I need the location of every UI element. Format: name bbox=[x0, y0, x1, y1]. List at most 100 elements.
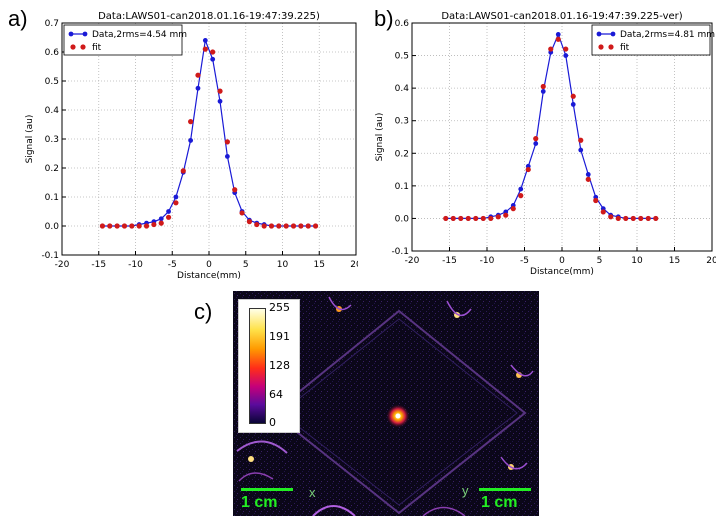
chart-b-legend-fit-label: fit bbox=[620, 43, 630, 53]
chart-b-fit-point bbox=[653, 215, 659, 222]
chart-a-y-tick-label: 0.6 bbox=[45, 48, 60, 58]
chart-a-data-point bbox=[210, 56, 216, 62]
chart-a-fit-point bbox=[107, 223, 113, 229]
scale-label-right: 1 cm bbox=[481, 494, 518, 511]
chart-a-fit-point bbox=[188, 119, 194, 125]
chart-a-fit-point bbox=[224, 139, 230, 145]
chart-b-y-tick-label: 0.6 bbox=[395, 19, 410, 29]
chart-a-x-tick-label: -10 bbox=[128, 260, 143, 270]
chart-b-y-tick-label: 0.5 bbox=[395, 52, 409, 62]
colorbar-tick-191: 191 bbox=[269, 330, 290, 343]
chart-b: -20 -15 -10 -5 0 5 10 15 20 -0.1 0.0 0.1 0.2 0.3 0.4 0.… bbox=[375, 11, 716, 277]
chart-b-legend-data-marker bbox=[596, 31, 602, 37]
chart-a-fit-point bbox=[290, 223, 297, 229]
chart-a-x-tick-label: 10 bbox=[277, 260, 289, 270]
chart-a-x-tick-label: -20 bbox=[55, 260, 70, 270]
chart-a-fit-point bbox=[136, 223, 142, 229]
chart-a-fit-point bbox=[305, 223, 311, 229]
chart-b-fit-point bbox=[540, 83, 546, 90]
chart-b-fit-point bbox=[488, 215, 494, 222]
chart-a-fit-point bbox=[99, 223, 106, 229]
chart-b-x-tick-label: -5 bbox=[520, 256, 529, 266]
chart-b-title: Data:LAWS01-can2018.01.16-19:47:39.225-v… bbox=[441, 11, 682, 22]
panel-label-b: b) bbox=[374, 6, 394, 31]
chart-b-x-tick-label: 0 bbox=[559, 256, 565, 266]
chart-a-fit-point bbox=[246, 219, 253, 225]
chart-b-fit-point bbox=[465, 215, 471, 222]
chart-b-fit-point bbox=[578, 137, 584, 143]
diamond-frame bbox=[271, 309, 527, 515]
chart-a-legend-box bbox=[63, 24, 183, 56]
chart-b-fit-point bbox=[563, 46, 569, 52]
chart-a-y-tick-label: 0.7 bbox=[45, 19, 59, 29]
chart-b-fit-point bbox=[458, 215, 464, 222]
chart-a-fit-point bbox=[202, 46, 208, 52]
chart-b-fit-point bbox=[548, 46, 554, 52]
chart-b-fit-point bbox=[473, 215, 479, 222]
chart-b-y-axis-label: Signal (au) bbox=[375, 113, 385, 162]
chart-a-x-tick-label: 5 bbox=[243, 260, 249, 270]
chart-a-fit-point bbox=[261, 223, 267, 229]
chart-a-x-tick-label: -5 bbox=[168, 260, 177, 270]
chart-b-fit-point bbox=[630, 215, 636, 222]
chart-a-y-tick-label: 0.1 bbox=[45, 193, 59, 203]
chart-b-legend-data-marker bbox=[610, 31, 616, 37]
colorbar-tick-128: 128 bbox=[269, 359, 290, 372]
chart-b-fit-point bbox=[533, 136, 539, 142]
chart-a-legend-fit-marker bbox=[80, 44, 86, 50]
chart-a-x-tick-label: 15 bbox=[314, 260, 325, 270]
chart-a-legend-data-label: Data,2rms=4.54 mm bbox=[92, 30, 187, 40]
chart-b-fit-point bbox=[495, 214, 501, 220]
chart-a-y-tick-label: -0.1 bbox=[41, 251, 59, 261]
chart-b-fit-point bbox=[510, 206, 516, 212]
chart-a-fit-point bbox=[121, 223, 128, 229]
colorbar-tick-64: 64 bbox=[269, 388, 283, 401]
chart-a-x-tick-label: 0 bbox=[206, 260, 212, 270]
chart-b-data-point bbox=[578, 147, 584, 153]
chart-a-data-point bbox=[173, 194, 179, 200]
chart-b-fit-point bbox=[645, 215, 651, 222]
chart-b-x-tick-label: -10 bbox=[480, 256, 495, 266]
chart-a-data-point bbox=[158, 216, 164, 222]
chart-b-fit-point bbox=[450, 215, 456, 222]
chart-a-fit-point bbox=[151, 221, 157, 228]
chart-b-data-point bbox=[540, 89, 546, 94]
scale-label-left: 1 cm bbox=[241, 494, 278, 511]
chart-a-legend-data-marker bbox=[68, 31, 74, 37]
chart-b-data-point bbox=[555, 32, 561, 37]
chart-b-fit-point bbox=[600, 209, 606, 215]
chart-a-y-tick-label: 0.3 bbox=[45, 135, 59, 145]
chart-b-fit-point bbox=[585, 176, 591, 182]
beam-image: 255 191 128 64 0 1 cm x y 1 cm bbox=[233, 291, 539, 516]
chart-b-fit-point bbox=[608, 214, 614, 220]
chart-a-title: Data:LAWS01-can2018.01.16-19:47:39.225) bbox=[98, 11, 320, 22]
chart-a-data-point bbox=[188, 138, 194, 143]
chart-b-x-axis-label: Distance(mm) bbox=[530, 267, 594, 277]
chart-b-fit-point bbox=[638, 215, 644, 222]
chart-a-fit-point bbox=[114, 223, 120, 229]
chart-a-data-point bbox=[166, 209, 171, 214]
chart-a-fit-point bbox=[180, 168, 186, 174]
chart-b-x-tick-label: 20 bbox=[706, 256, 716, 266]
chart-b-fit-point bbox=[593, 197, 599, 204]
chart-b-legend-data-label: Data,2rms=4.81 mm bbox=[620, 30, 715, 40]
panel-label-c: c) bbox=[194, 299, 213, 324]
chart-a-fit-point bbox=[268, 223, 275, 229]
colorbar-tick-255: 255 bbox=[269, 301, 290, 314]
chart-b-data-point bbox=[563, 53, 569, 58]
chart-a-legend-fit-marker bbox=[70, 44, 76, 50]
chart-b-fit-point bbox=[518, 193, 524, 199]
chart-a-data-point bbox=[195, 85, 201, 91]
chart-a-fit-point bbox=[298, 223, 304, 229]
chart-a-fit-point bbox=[129, 223, 135, 229]
chart-b-x-tick-label: -15 bbox=[442, 256, 457, 266]
chart-a-fit-point bbox=[254, 221, 260, 228]
chart-a-legend-data-marker bbox=[82, 31, 88, 37]
chart-a-x-axis-label: Distance(mm) bbox=[177, 271, 241, 281]
chart-b-fit-point bbox=[615, 215, 621, 222]
scale-bar-left bbox=[241, 488, 293, 491]
chart-a-fit-point bbox=[143, 223, 150, 229]
chart-b-data-point bbox=[570, 102, 576, 107]
chart-a-fit-point bbox=[165, 214, 172, 220]
chart-b-y-tick-label: 0.4 bbox=[395, 84, 410, 94]
